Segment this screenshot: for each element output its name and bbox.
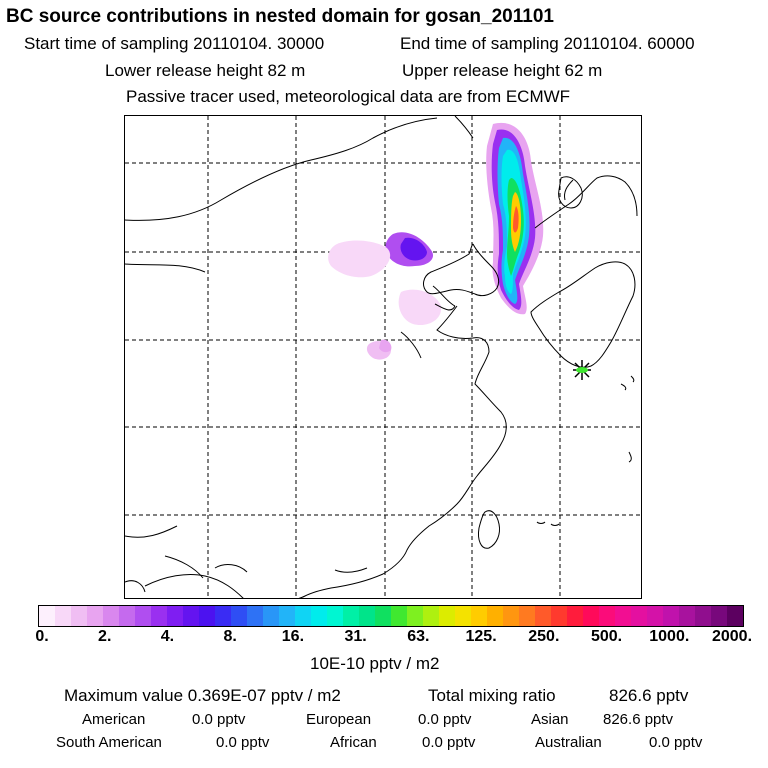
color-swatch xyxy=(279,606,295,626)
color-swatch xyxy=(167,606,183,626)
color-swatch xyxy=(71,606,87,626)
color-swatch xyxy=(487,606,503,626)
map-panel xyxy=(124,115,642,599)
end-time: End time of sampling 20110104. 60000 xyxy=(400,34,695,53)
color-scale-tick: 2000. xyxy=(711,628,753,645)
color-swatch xyxy=(39,606,55,626)
color-swatch xyxy=(519,606,535,626)
graticule xyxy=(125,116,641,598)
region-value: 826.6 pptv xyxy=(603,711,674,728)
coastlines xyxy=(125,116,638,598)
color-scale-tick: 500. xyxy=(590,628,623,645)
color-swatch xyxy=(183,606,199,626)
upper-release-height: Upper release height 62 m xyxy=(402,61,603,80)
color-swatch xyxy=(263,606,279,626)
start-time: Start time of sampling 20110104. 30000 xyxy=(24,34,325,53)
color-swatch xyxy=(119,606,135,626)
region-value: 0.0 pptv xyxy=(422,734,476,751)
total-mixing-label: Total mixing ratio xyxy=(428,686,556,705)
region-name: American xyxy=(82,711,146,728)
receptor-marker xyxy=(573,360,591,380)
color-swatch xyxy=(663,606,679,626)
color-swatch xyxy=(87,606,103,626)
region-value: 0.0 pptv xyxy=(418,711,472,728)
color-swatch xyxy=(615,606,631,626)
color-scale-tick: 4. xyxy=(160,628,175,645)
color-swatch xyxy=(199,606,215,626)
tracer-note: Passive tracer used, meteorological data… xyxy=(126,87,571,106)
map-graphic xyxy=(125,116,641,598)
color-swatch xyxy=(679,606,695,626)
color-swatch xyxy=(375,606,391,626)
color-swatch xyxy=(391,606,407,626)
color-swatch xyxy=(295,606,311,626)
color-swatch xyxy=(727,606,743,626)
region-value: 0.0 pptv xyxy=(192,711,246,728)
concentration-plume xyxy=(328,122,544,360)
color-swatch xyxy=(343,606,359,626)
color-swatch xyxy=(151,606,167,626)
color-swatch xyxy=(455,606,471,626)
color-scale-tick: 8. xyxy=(223,628,237,645)
color-swatch xyxy=(135,606,151,626)
color-scale-tick: 63. xyxy=(407,628,430,645)
color-scale-tick: 125. xyxy=(465,628,497,645)
color-swatch xyxy=(327,606,343,626)
color-swatch xyxy=(311,606,327,626)
color-swatch xyxy=(503,606,519,626)
color-swatch xyxy=(55,606,71,626)
color-swatch xyxy=(535,606,551,626)
color-scale-tick: 1000. xyxy=(649,628,690,645)
color-scale-tick: 16. xyxy=(281,628,305,645)
region-name: South American xyxy=(56,734,162,751)
region-name: Australian xyxy=(535,734,602,751)
total-mixing-value: 826.6 pptv xyxy=(609,686,689,705)
color-swatch xyxy=(471,606,487,626)
color-scale-tick: 0. xyxy=(35,628,49,645)
maximum-value: Maximum value 0.369E-07 pptv / m2 xyxy=(64,686,341,705)
color-swatch xyxy=(231,606,247,626)
color-swatch xyxy=(583,606,599,626)
color-scale-tick: 2. xyxy=(98,628,112,645)
region-name: Asian xyxy=(531,711,569,728)
color-swatch xyxy=(359,606,375,626)
color-swatch xyxy=(711,606,727,626)
color-swatch xyxy=(695,606,711,626)
map-title: BC source contributions in nested domain… xyxy=(6,6,554,27)
color-swatch xyxy=(215,606,231,626)
color-swatch xyxy=(439,606,455,626)
color-swatch xyxy=(423,606,439,626)
lower-release-height: Lower release height 82 m xyxy=(105,61,306,80)
region-name: European xyxy=(306,711,372,728)
color-swatch xyxy=(631,606,647,626)
color-swatch xyxy=(247,606,263,626)
color-scale-tick: 250. xyxy=(528,628,560,645)
color-swatch xyxy=(567,606,583,626)
region-value: 0.0 pptv xyxy=(649,734,703,751)
region-value: 0.0 pptv xyxy=(216,734,270,751)
color-scale-unit: 10E-10 pptv / m2 xyxy=(310,654,440,673)
color-scale-bar xyxy=(38,605,744,627)
color-swatch xyxy=(103,606,119,626)
color-scale-tick: 31. xyxy=(344,628,367,645)
color-swatch xyxy=(551,606,567,626)
color-swatch xyxy=(407,606,423,626)
region-name: African xyxy=(330,734,377,751)
color-swatch xyxy=(599,606,615,626)
color-swatch xyxy=(647,606,663,626)
